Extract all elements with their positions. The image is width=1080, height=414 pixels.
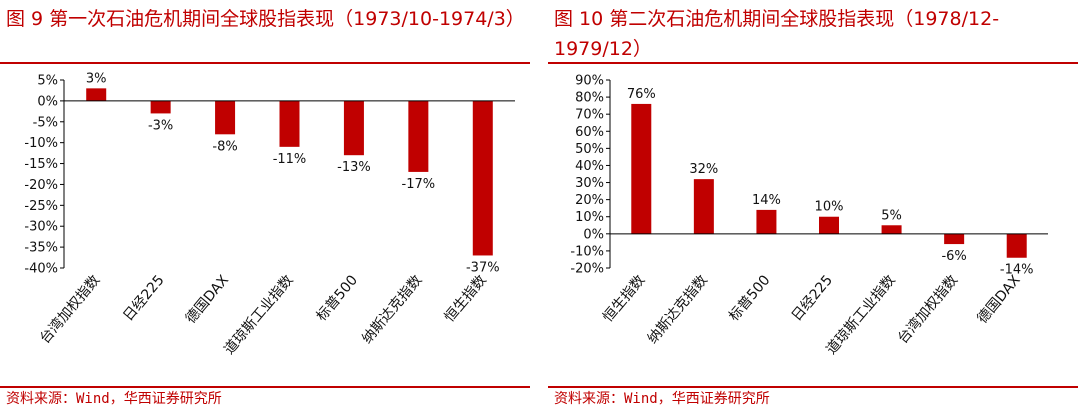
y-tick-label: 20% <box>575 193 604 208</box>
category-label: 道琼斯工业指数 <box>823 272 898 357</box>
source-note: 资料来源：Wind，华西证券研究所 <box>6 391 222 407</box>
source-divider <box>548 386 1078 388</box>
bar <box>1006 233 1027 258</box>
category-label: 恒生指数 <box>600 272 648 325</box>
data-label: 14% <box>752 193 781 208</box>
bar <box>881 225 902 234</box>
category-label: 德国DAX <box>183 272 233 327</box>
bar <box>343 100 364 156</box>
y-tick-label: 40% <box>575 159 604 174</box>
data-label: 5% <box>881 208 902 223</box>
data-label: -11% <box>273 152 307 167</box>
data-label: 3% <box>86 71 107 86</box>
y-tick-label: -35% <box>24 241 58 256</box>
category-label: 台湾加权指数 <box>36 272 103 347</box>
bar <box>819 216 839 234</box>
chart-title: 图 10 第二次石油危机期间全球股指表现（1978/12-1979/12） <box>554 8 1000 60</box>
y-tick-label: 5% <box>37 74 58 89</box>
category-label: 恒生指数 <box>442 272 490 325</box>
y-tick-label: -20% <box>24 178 58 193</box>
source-divider <box>0 386 530 388</box>
title-divider <box>0 62 530 64</box>
bar <box>472 100 493 256</box>
y-tick-label: -25% <box>24 199 58 214</box>
title-divider <box>548 62 1078 64</box>
data-label: -6% <box>941 249 966 264</box>
y-tick-label: -40% <box>24 262 58 277</box>
category-label: 纳斯达克指数 <box>645 272 711 347</box>
chart-title: 图 9 第一次石油危机期间全球股指表现（1973/10-1974/3） <box>6 8 525 30</box>
y-tick-label: 0% <box>37 94 58 109</box>
bar-chart-oil-crisis-2: 90% 80% 70% 60% 50% 40% 30% 20% 10% 0% -10% -20% 76%… <box>570 74 1048 358</box>
bar <box>756 209 777 234</box>
category-label: 道琼斯工业指数 <box>221 272 296 357</box>
y-tick-label: 70% <box>575 108 604 123</box>
y-tick-label: 90% <box>575 74 604 89</box>
bar <box>944 233 965 245</box>
y-tick-label: -30% <box>24 220 58 235</box>
category-label: 标普500 <box>726 272 773 324</box>
y-tick-label: 0% <box>583 227 604 242</box>
bar <box>279 100 300 147</box>
data-label: -3% <box>148 118 173 133</box>
y-tick-label: -15% <box>24 157 58 172</box>
bar-chart-oil-crisis-1: 5% 0% -5% -10% -15% -20% -25% -30% -35% -40% 3% 台湾加… <box>24 71 515 358</box>
chart-panel-right: 图 10 第二次石油危机期间全球股指表现（1978/12-1979/12） 90… <box>548 0 1078 414</box>
source-note: 资料来源：Wind，华西证券研究所 <box>554 391 770 407</box>
bar <box>150 100 171 114</box>
data-label: -13% <box>337 160 371 175</box>
y-tick-label: 50% <box>575 142 604 157</box>
bar <box>408 100 429 172</box>
bar <box>693 179 714 234</box>
category-label: 纳斯达克指数 <box>359 272 425 347</box>
y-tick-label: -10% <box>570 244 604 259</box>
data-label: -17% <box>402 177 436 192</box>
data-label: 10% <box>815 200 844 215</box>
y-tick-label: 10% <box>575 210 604 225</box>
data-label: -37% <box>466 260 500 275</box>
bar <box>631 103 652 234</box>
y-tick-label: -10% <box>24 136 58 151</box>
category-label: 德国DAX <box>974 272 1024 327</box>
data-label: 32% <box>689 162 718 177</box>
y-tick-label: 80% <box>575 91 604 106</box>
y-tick-label: 30% <box>575 176 604 191</box>
y-tick-label: -20% <box>570 262 604 277</box>
bar <box>215 100 236 135</box>
bar <box>86 88 107 101</box>
chart-panel-left: 图 9 第一次石油危机期间全球股指表现（1973/10-1974/3） 5% 0%… <box>0 0 530 414</box>
category-label: 台湾加权指数 <box>894 272 961 347</box>
data-label: -8% <box>212 139 237 154</box>
data-label: -14% <box>1000 263 1034 278</box>
data-label: 76% <box>627 87 656 102</box>
category-label: 日经225 <box>789 272 836 324</box>
category-label: 日经225 <box>120 272 167 324</box>
y-tick-label: 60% <box>575 125 604 140</box>
category-label: 标普500 <box>314 272 361 324</box>
y-tick-label: -5% <box>33 115 58 130</box>
